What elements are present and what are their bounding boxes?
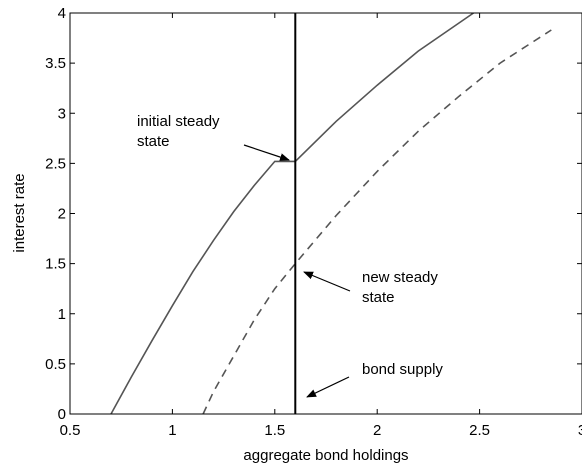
annotation-bond-supply-arrow <box>306 376 350 398</box>
annotation-bond-supply-line-1: bond supply <box>362 361 443 378</box>
annotation-initial-steady-state-line-1: initial steady <box>137 113 220 130</box>
y-tick-label-6: 3 <box>58 105 66 122</box>
y-tick-label-5: 2.5 <box>45 155 66 172</box>
y-tick-label-2: 1 <box>58 306 66 323</box>
dashed-curve-line <box>202 29 552 415</box>
y-tick-label-4: 2 <box>58 206 66 223</box>
y-tick-label-8: 4 <box>58 5 66 22</box>
annotation-initial-steady-state: initial steady state <box>137 113 290 161</box>
x-tick-label-2: 1.5 <box>264 422 285 439</box>
y-tick-label-3: 1.5 <box>45 256 66 273</box>
annotation-new-steady-state-line-1: new steady <box>362 269 438 286</box>
annotation-new-steady-state-arrow <box>303 271 351 292</box>
annotation-initial-steady-state-arrow <box>243 144 290 161</box>
plot-frame <box>69 12 582 415</box>
x-tick-label-3: 2 <box>373 422 381 439</box>
annotation-bond-supply: bond supply <box>306 361 443 398</box>
annotation-new-steady-state: new steady state <box>303 269 438 306</box>
x-tick-label-5: 3 <box>578 422 582 439</box>
solid-curve-line <box>110 12 474 415</box>
x-axis-label: aggregate bond holdings <box>243 447 408 464</box>
annotation-new-steady-state-line-2: state <box>362 289 395 306</box>
y-axis-label: interest rate <box>11 173 28 252</box>
x-tick-label-4: 2.5 <box>469 422 490 439</box>
y-tick-label-7: 3.5 <box>45 55 66 72</box>
x-tick-label-0: 0.5 <box>60 422 81 439</box>
y-tick-label-1: 0.5 <box>45 356 66 373</box>
y-tick-label-0: 0 <box>58 406 66 423</box>
annotation-initial-steady-state-line-2: state <box>137 133 170 150</box>
x-tick-label-1: 1 <box>168 422 176 439</box>
